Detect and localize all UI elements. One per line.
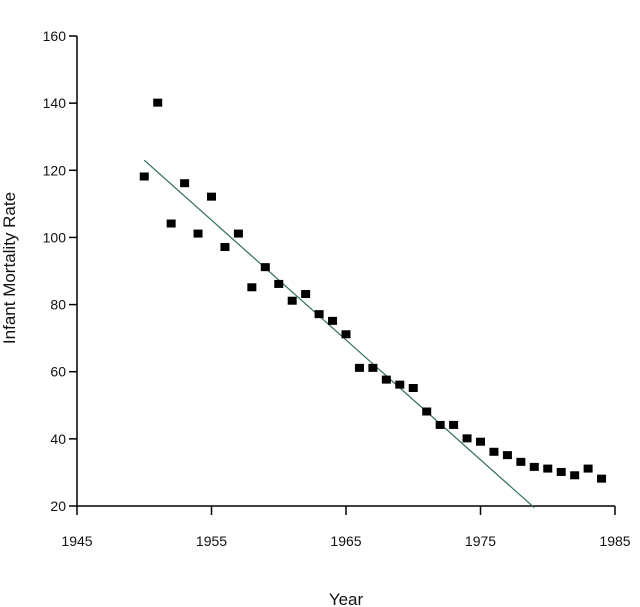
y-tick-label: 60 [50,364,66,380]
y-tick-label: 40 [50,431,66,447]
data-point [435,420,445,429]
x-axis-ticks: 1945 1955 1965 1975 1985 [61,506,631,549]
data-point [166,219,176,228]
y-tick-label: 80 [50,297,66,313]
y-tick-label: 160 [43,28,67,44]
data-point [328,316,338,325]
data-point [314,310,324,319]
data-point [301,290,311,298]
data-point [287,296,297,305]
data-point [529,462,539,471]
x-tick-label: 1985 [599,533,630,549]
x-axis-title: Year [329,590,364,607]
x-tick-label: 1945 [61,533,92,549]
data-point [449,420,459,429]
data-point [597,474,607,483]
data-point [220,243,230,251]
data-point [516,457,526,466]
data-point [233,229,243,238]
data-point [543,464,553,473]
y-axis-title: Infant Mortality Rate [0,192,19,344]
plot-area: 20 40 60 80 100 120 140 160 1945 1955 1965 1975 198… [43,28,631,549]
y-tick-label: 20 [50,498,66,514]
data-point [341,330,351,339]
data-point [381,375,391,384]
data-point [556,467,566,476]
data-point [476,437,485,446]
data-point [422,407,432,416]
data-point [207,192,216,201]
data-point [583,464,593,473]
data-point [395,380,405,389]
data-point [193,229,203,238]
y-axis-ticks: 20 40 60 80 100 120 140 160 [43,28,77,514]
x-tick-label: 1965 [330,533,361,549]
data-point [153,98,163,107]
data-point [354,363,364,372]
data-points [139,98,607,483]
data-point [139,172,149,181]
x-tick-label: 1975 [465,533,496,549]
data-point [570,471,580,480]
y-tick-label: 140 [43,95,67,111]
data-point [489,447,499,456]
y-tick-label: 100 [43,229,67,245]
trend-line [143,159,535,509]
x-tick-label: 1955 [196,533,227,549]
y-tick-label: 120 [43,162,67,178]
data-point [247,283,257,292]
data-point [408,384,418,392]
data-point [462,434,472,443]
data-point [260,263,270,272]
data-point [180,179,190,188]
data-point [368,363,378,372]
data-point [274,279,284,288]
data-point [502,451,512,460]
